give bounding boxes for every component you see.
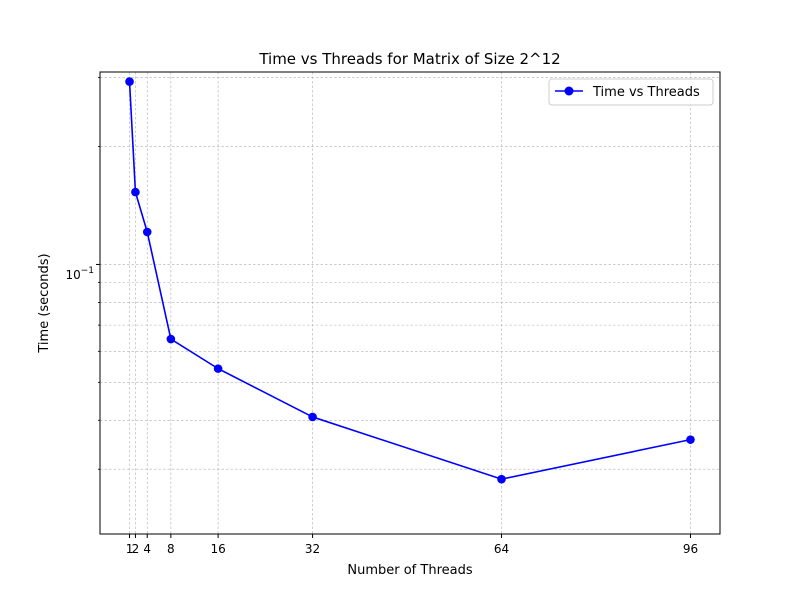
chart-title: Time vs Threads for Matrix of Size 2^12	[258, 50, 560, 68]
data-point	[166, 334, 176, 344]
y-axis-label: Time (seconds)	[37, 253, 52, 353]
legend: Time vs Threads	[548, 78, 714, 106]
legend-box	[548, 78, 714, 106]
data-point	[142, 227, 152, 237]
y-axis-ticks	[96, 77, 100, 470]
data-point	[125, 77, 134, 86]
legend-entry-label: Time vs Threads	[592, 85, 700, 100]
plot-area-background	[100, 72, 720, 534]
plot-area-frame	[99, 71, 721, 535]
x-tick-label: 2	[132, 542, 140, 556]
x-tick-label: 32	[305, 542, 320, 556]
data-point	[131, 187, 140, 197]
y-tick-label-major: 10−1	[65, 266, 94, 282]
x-tick-label: 1	[126, 542, 134, 556]
x-tick-label: 96	[683, 542, 698, 556]
x-axis-ticks: 12 4 8 16 32 64 96	[126, 534, 698, 556]
y-tick-label-exponent: −1	[81, 266, 94, 276]
x-axis-label: Number of Threads	[347, 563, 472, 578]
x-tick-label: 4	[143, 542, 151, 556]
series-layer	[125, 77, 695, 484]
data-point	[213, 364, 223, 373]
y-tick-label-base: 10	[65, 268, 80, 282]
legend-marker-sample	[564, 86, 574, 96]
x-tick-label: 8	[167, 542, 175, 556]
data-point	[497, 474, 506, 484]
x-tick-label: 16	[210, 542, 225, 556]
x-tick-label: 64	[494, 542, 509, 556]
data-point	[686, 435, 695, 444]
series-line	[128, 81, 691, 480]
grid	[100, 72, 720, 534]
data-point	[308, 412, 317, 422]
